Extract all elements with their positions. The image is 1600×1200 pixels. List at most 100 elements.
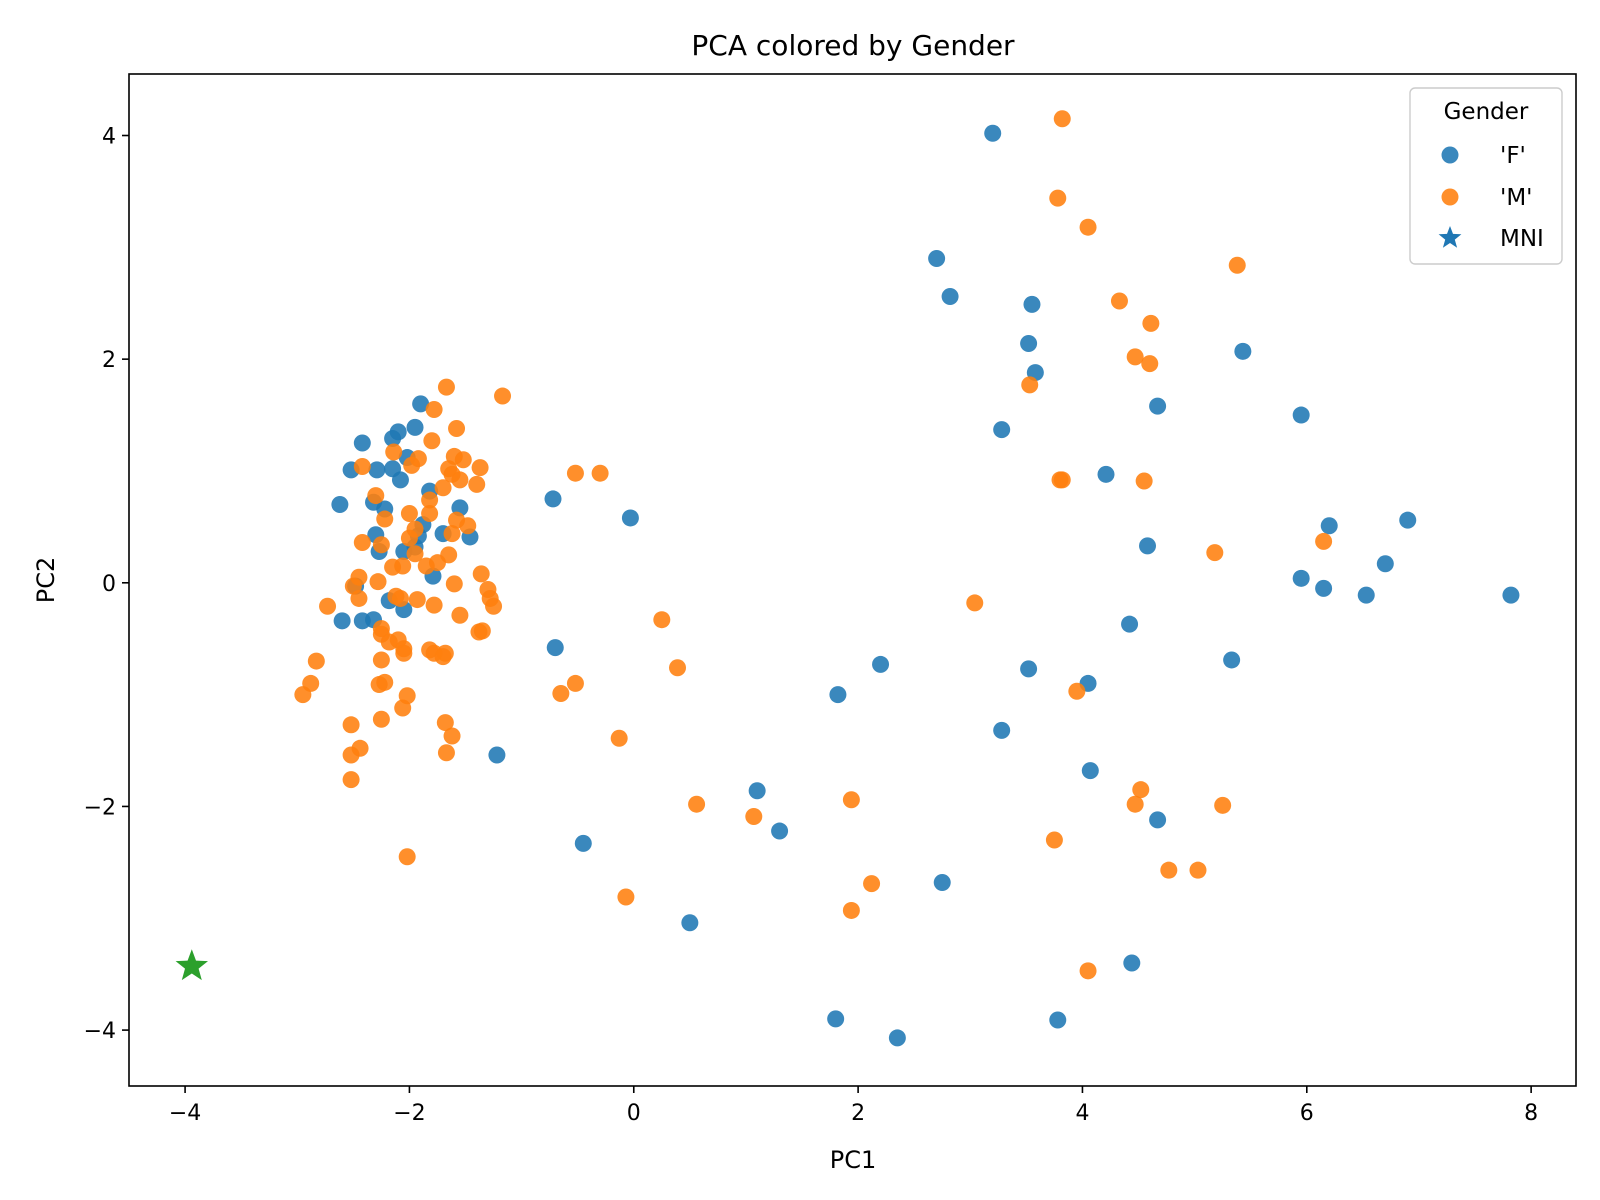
data-point-f [546,639,564,657]
data-point-m [434,648,452,666]
data-point-m [1053,110,1071,128]
data-point-m [428,554,446,572]
data-point-m [437,744,455,762]
legend-title: Gender [1444,99,1529,125]
legend-label-mni: MNI [1500,226,1544,252]
data-point-m [443,727,461,745]
data-point-m [591,464,609,482]
data-point-f [984,124,1002,142]
chart-title: PCA colored by Gender [691,29,1015,62]
y-axis-ticks: −4 −2 0 2 4 [84,125,129,1044]
data-point-m [566,674,584,692]
data-point-m [1126,795,1144,813]
x-tick-label: −4 [169,1101,201,1126]
data-points [175,110,1520,1047]
y-tick-label: −4 [84,1019,116,1044]
data-point-m [1126,348,1144,366]
x-tick-label: 8 [1524,1101,1538,1126]
y-tick-label: 2 [102,348,116,373]
data-point-m [1228,256,1246,274]
data-point-f [331,496,349,514]
legend-label-m: 'M' [1500,185,1533,211]
data-point-f [1234,342,1252,360]
data-point-m [391,589,409,607]
data-point-f [941,288,959,306]
data-point-m [394,699,412,717]
data-point-m [468,475,486,493]
data-point-m [745,808,763,826]
data-point-m [617,888,635,906]
data-point-f [748,782,766,800]
data-point-m [421,504,439,522]
data-point-m [372,536,390,554]
data-point-f [928,250,946,268]
data-point-m [471,459,489,477]
data-point-m [319,597,337,615]
data-point-f [406,418,424,436]
data-point-f [771,822,789,840]
data-point-f [829,686,847,704]
data-point-f [1123,954,1141,972]
data-point-f [384,430,402,448]
data-point-m [372,625,390,643]
data-point-m [1132,781,1150,799]
y-axis-label: PC2 [32,557,60,604]
data-point-f [544,490,562,508]
data-point-m [425,596,443,614]
data-point-m [436,714,454,732]
data-point-m [1021,376,1039,394]
data-point-f [1376,555,1394,573]
data-point-f [621,509,639,527]
data-point-m [842,901,860,919]
x-axis-label: PC1 [830,1146,877,1174]
data-point-m [437,378,455,396]
y-tick-label: 4 [102,125,116,150]
data-point-m [459,517,477,535]
legend-marker-f [1441,146,1459,164]
data-point-f [574,834,592,852]
data-point-f [1320,517,1338,535]
data-point-m [372,710,390,728]
data-point-m [610,729,628,747]
data-point-m [454,451,472,469]
data-point-m [485,597,503,615]
data-point-m [385,443,403,461]
data-point-m [1141,355,1159,373]
data-point-m [443,525,461,543]
data-point-m [669,659,687,677]
data-point-f [333,612,351,630]
data-point-m [653,611,671,629]
data-point-m [1079,218,1097,236]
data-point-f [1357,586,1375,604]
data-point-m [1053,471,1071,489]
x-axis-ticks: −4 −2 0 2 4 6 8 [169,1086,1538,1126]
data-point-f [1149,397,1167,415]
legend: Gender 'F' 'M' MNI [1409,87,1563,265]
data-point-f [827,1010,845,1028]
data-point-m [473,622,491,640]
data-point-m [863,875,881,893]
data-point-m [1045,831,1063,849]
data-point-m [1206,544,1224,562]
x-tick-label: −2 [393,1101,425,1126]
data-point-m [451,606,469,624]
data-point-m [1068,682,1086,700]
legend-label-f: 'F' [1500,143,1526,169]
data-point-f [368,461,386,479]
data-point-m [408,591,426,609]
data-point-f [872,655,890,673]
data-point-m [421,491,439,509]
y-tick-label: 0 [102,572,116,597]
data-point-m [472,565,490,583]
data-point-f [1023,295,1041,313]
data-point-f [1292,569,1310,587]
data-point-m [344,577,362,595]
data-point-m [353,534,371,552]
data-point-m [372,651,390,669]
data-point-m [842,791,860,809]
data-point-m [1189,861,1207,879]
data-point-f [391,471,409,489]
data-point-m [423,432,441,450]
plot-area-frame [128,73,1577,1087]
data-point-m [342,716,360,734]
